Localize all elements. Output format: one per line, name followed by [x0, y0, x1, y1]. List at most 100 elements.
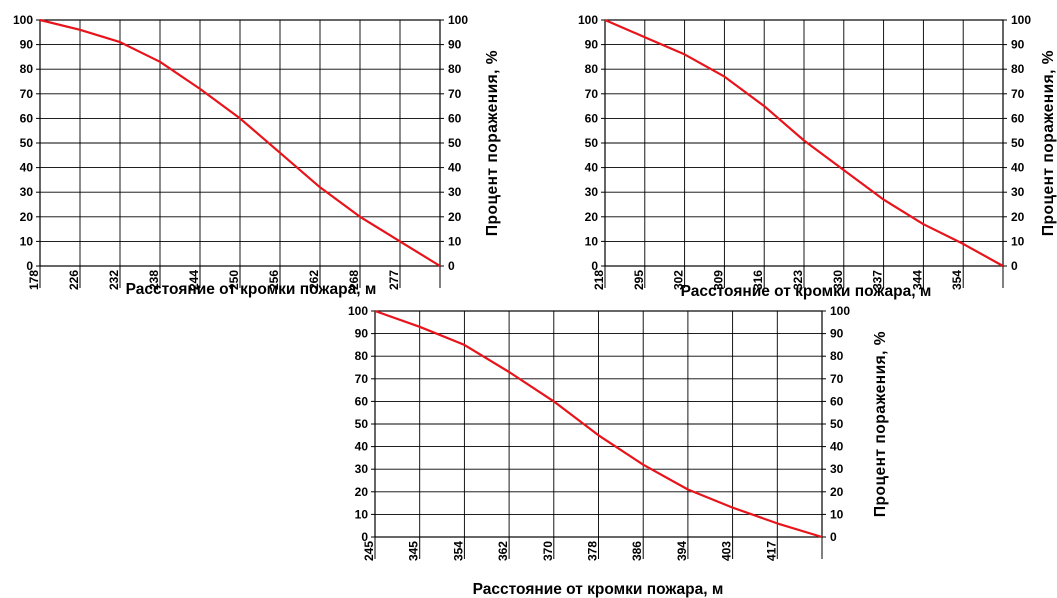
chart3-y-tick-label-right: 0 [830, 530, 837, 544]
chart1-y-tick-label-right: 100 [448, 13, 468, 27]
chart1-y-tick-label: 30 [20, 185, 34, 199]
chart1-y-tick-label: 0 [26, 259, 33, 273]
chart3-x-tick-label: 378 [586, 541, 600, 561]
chart2-y-tick-label: 40 [585, 161, 599, 175]
chart3-y-tick-label-right: 80 [830, 349, 844, 363]
chart1-x-tick-label: 232 [107, 270, 121, 290]
chart3-y-tick-label-right: 10 [830, 507, 844, 521]
chart3-x-tick-label: 245 [362, 541, 376, 561]
chart3-y-tick-label: 70 [355, 372, 369, 386]
chart3-y-axis-label-right: Процент поражения, % [872, 331, 889, 517]
chart2-y-tick-label: 20 [585, 210, 599, 224]
chart2-y-tick-label-right: 0 [1011, 259, 1018, 273]
chart3-y-tick-label: 20 [355, 485, 369, 499]
chart3-y-tick-label: 30 [355, 462, 369, 476]
chart2-series-line [604, 18, 1004, 267]
chart1-x-tick-label: 277 [387, 270, 401, 290]
chart1-y-tick-label-right: 0 [448, 259, 455, 273]
chart1-y-tick-label-right: 30 [448, 185, 462, 199]
chart1-x-tick-label: 262 [307, 270, 321, 290]
chart2-x-tick-label: 330 [831, 270, 845, 290]
chart1-y-tick-label-right: 10 [448, 234, 462, 248]
chart1-y-tick-label-right: 80 [448, 62, 462, 76]
chart1-y-axis-label-right: Процент поражения, % [484, 50, 501, 236]
chart3-x-tick-label: 386 [630, 541, 644, 561]
chart2-x-tick-label: 344 [910, 270, 924, 290]
chart3-y-tick-label: 100 [348, 304, 368, 318]
chart2-x-tick-label: 354 [950, 270, 964, 290]
chart1-x-tick-label: 244 [187, 270, 201, 290]
chart2-x-tick-label: 316 [751, 270, 765, 290]
chart3-y-tick-label: 60 [355, 394, 369, 408]
chart2-y-tick-label-right: 10 [1011, 234, 1025, 248]
chart1-y-tick-label: 10 [20, 234, 34, 248]
chart2-y-tick-label-right: 20 [1011, 210, 1025, 224]
chart3-y-tick-label-right: 90 [830, 327, 844, 341]
chart1-x-tick-label: 256 [267, 270, 281, 290]
chart2-x-tick-label: 302 [672, 270, 686, 290]
chart1-x-tick-label: 238 [147, 270, 161, 290]
chart3-x-tick-label: 417 [764, 541, 778, 561]
chart2-x-tick-label: 337 [871, 270, 885, 290]
chart2-y-tick-label: 60 [585, 111, 599, 125]
chart1-x-tick-label: 178 [27, 270, 41, 290]
chart1-y-tick-label: 70 [20, 87, 34, 101]
chart2-x-tick-label: 218 [592, 270, 606, 290]
chart1-y-tick-label-right: 70 [448, 87, 462, 101]
chart2-x-tick-label: 323 [791, 270, 805, 290]
chart1-y-tick-label-right: 60 [448, 111, 462, 125]
chart2-y-tick-label: 80 [585, 62, 599, 76]
chart1-y-tick-label: 60 [20, 111, 34, 125]
chart1-x-tick-label: 250 [227, 270, 241, 290]
chart2-y-tick-label: 10 [585, 234, 599, 248]
chart2-x-tick-label: 295 [632, 270, 646, 290]
chart3-y-tick-label: 50 [355, 417, 369, 431]
chart2-y-tick-label-right: 40 [1011, 161, 1025, 175]
chart2-y-tick-label: 70 [585, 87, 599, 101]
chart1-y-tick-label-right: 50 [448, 136, 462, 150]
chart3-x-tick-label: 394 [675, 541, 689, 561]
chart2-y-tick-label: 90 [585, 38, 599, 52]
chart2-y-tick-label: 50 [585, 136, 599, 150]
chart2-y-tick-label-right: 60 [1011, 111, 1025, 125]
chart1-x-tick-label: 268 [347, 270, 361, 290]
chart3-y-tick-label-right: 50 [830, 417, 844, 431]
chart2-y-tick-label: 100 [578, 13, 598, 27]
chart1-plot-frame [39, 19, 441, 267]
chart3-y-tick-label-right: 30 [830, 462, 844, 476]
chart3-x-tick-label: 362 [496, 541, 510, 561]
chart3-y-tick-label-right: 40 [830, 440, 844, 454]
chart2-y-axis-label-right: Процент поражения, % [1040, 50, 1057, 236]
chart3-y-tick-label: 80 [355, 349, 369, 363]
chart1-y-tick-label-right: 90 [448, 38, 462, 52]
chart2-y-tick-label-right: 50 [1011, 136, 1025, 150]
chart2-y-tick-label: 0 [591, 259, 598, 273]
chart3-series-line [374, 309, 823, 539]
chart3-y-tick-label-right: 60 [830, 394, 844, 408]
chart3-x-tick-label: 403 [720, 541, 734, 561]
chart1-y-tick-label: 20 [20, 210, 34, 224]
chart1-x-tick-label: 226 [67, 270, 81, 290]
chart2-x-tick-label: 309 [711, 270, 725, 290]
chart1-y-tick-label-right: 20 [448, 210, 462, 224]
chart2-plot-frame [604, 19, 1004, 267]
chart2-y-tick-label-right: 100 [1011, 13, 1031, 27]
chart2-y-tick-label: 30 [585, 185, 599, 199]
chart3-x-axis-label: Расстояние от кромки пожара, м [473, 581, 724, 598]
chart1-y-tick-label: 80 [20, 62, 34, 76]
chart1-x-axis-label: Расстояние от кромки пожара, м [126, 281, 377, 298]
chart3-y-tick-label: 10 [355, 507, 369, 521]
chart3-y-tick-label-right: 100 [830, 304, 850, 318]
chart2-y-tick-label-right: 70 [1011, 87, 1025, 101]
chart2-y-tick-label-right: 30 [1011, 185, 1025, 199]
chart2-x-axis-label: Расстояние от кромки пожара, м [681, 283, 932, 300]
chart1-y-tick-label: 50 [20, 136, 34, 150]
chart3-x-tick-label: 345 [407, 541, 421, 561]
chart1-y-tick-label-right: 40 [448, 161, 462, 175]
chart1-series-line [39, 18, 441, 267]
chart3-y-tick-label: 0 [361, 530, 368, 544]
chart3-y-tick-label: 90 [355, 327, 369, 341]
chart3-x-tick-label: 354 [451, 541, 465, 561]
chart1-y-tick-label: 90 [20, 38, 34, 52]
